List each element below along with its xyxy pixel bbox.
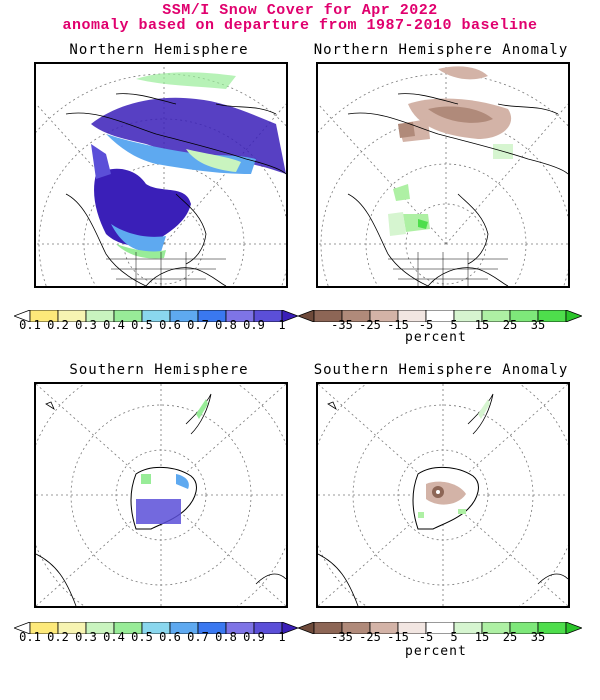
nh-snow-map xyxy=(34,62,288,288)
nh-anomaly-arrow-low xyxy=(298,310,315,322)
nh-anomaly-tick-label: 15 xyxy=(474,318,490,332)
sh-anomaly-panel-title: Southern Hemisphere Anomaly xyxy=(313,362,569,378)
sh-cover-tick-label: 0.4 xyxy=(103,630,125,644)
north-polar-anomaly-map-icon xyxy=(318,64,568,286)
nh-anomaly-colorbar xyxy=(298,310,582,322)
nh-anomaly-panel-title: Northern Hemisphere Anomaly xyxy=(313,42,569,58)
nh-anomaly-tick-label: -5 xyxy=(418,318,434,332)
sh-cover-tick-label: 0.2 xyxy=(47,630,69,644)
nh-cover-colorbar xyxy=(14,310,298,322)
chart-subtitle: anomaly based on departure from 1987-201… xyxy=(62,17,538,34)
sh-anomaly-tick-label: 15 xyxy=(474,630,490,644)
sh-anomaly-tick-label: -35 xyxy=(331,630,353,644)
sh-anomaly-tick-label: -25 xyxy=(359,630,381,644)
sh-anomaly-tick-label: -5 xyxy=(418,630,434,644)
sh-anomaly-tick-label: 35 xyxy=(530,630,546,644)
north-polar-map-icon xyxy=(36,64,286,286)
south-polar-map-icon xyxy=(36,384,286,606)
nh-cover-tick-label: 0.6 xyxy=(159,318,181,332)
sh-cover-arrow-high xyxy=(281,622,298,634)
nh-cover-tick-label: 0.9 xyxy=(243,318,265,332)
nh-anomaly-tick-label: 35 xyxy=(530,318,546,332)
nh-anomaly-unit: percent xyxy=(405,330,467,345)
chart-title: SSM/I Snow Cover for Apr 2022 xyxy=(162,2,438,19)
nh-anomaly-arrow-high xyxy=(565,310,582,322)
nh-cover-tick-label: 1 xyxy=(278,318,286,332)
nh-anomaly-tick-label: 25 xyxy=(502,318,518,332)
sh-cover-colorbar xyxy=(14,622,298,634)
nh-cover-tick-label: 0.4 xyxy=(103,318,125,332)
sh-anomaly-colorbar xyxy=(298,622,582,634)
nh-cover-tick-label: 0.8 xyxy=(215,318,237,332)
nh-anomaly-tick-label: -15 xyxy=(387,318,409,332)
sh-cover-tick-label: 0.5 xyxy=(131,630,153,644)
nh-anomaly-tick-label: -25 xyxy=(359,318,381,332)
nh-cover-arrow-high xyxy=(281,310,298,322)
nh-cover-tick-label: 0.5 xyxy=(131,318,153,332)
sh-anomaly-tick-label: 5 xyxy=(450,630,458,644)
sh-snow-map xyxy=(34,382,288,608)
sh-cover-tick-label: 0.6 xyxy=(159,630,181,644)
sh-panel-title: Southern Hemisphere xyxy=(69,362,249,378)
nh-cover-tick-label: 0.7 xyxy=(187,318,209,332)
sh-anomaly-tick-label: 25 xyxy=(502,630,518,644)
sh-anomaly-unit: percent xyxy=(405,644,467,659)
sh-cover-tick-label: 0.1 xyxy=(19,630,41,644)
sh-anomaly-arrow-high xyxy=(565,622,582,634)
nh-anomaly-tick-label: 5 xyxy=(450,318,458,332)
south-polar-anomaly-map-icon xyxy=(318,384,568,606)
nh-anomaly-map xyxy=(316,62,570,288)
nh-anomaly-tick-label: -35 xyxy=(331,318,353,332)
sh-cover-tick-label: 0.7 xyxy=(187,630,209,644)
nh-cover-tick-label: 0.1 xyxy=(19,318,41,332)
sh-anomaly-tick-label: -15 xyxy=(387,630,409,644)
nh-cover-tick-label: 0.3 xyxy=(75,318,97,332)
nh-cover-tick-label: 0.2 xyxy=(47,318,69,332)
sh-cover-tick-label: 0.8 xyxy=(215,630,237,644)
nh-panel-title: Northern Hemisphere xyxy=(69,42,249,58)
sh-cover-tick-label: 0.3 xyxy=(75,630,97,644)
sh-anomaly-arrow-low xyxy=(298,622,315,634)
sh-cover-tick-label: 0.9 xyxy=(243,630,265,644)
sh-anomaly-map xyxy=(316,382,570,608)
sh-cover-tick-label: 1 xyxy=(278,630,286,644)
